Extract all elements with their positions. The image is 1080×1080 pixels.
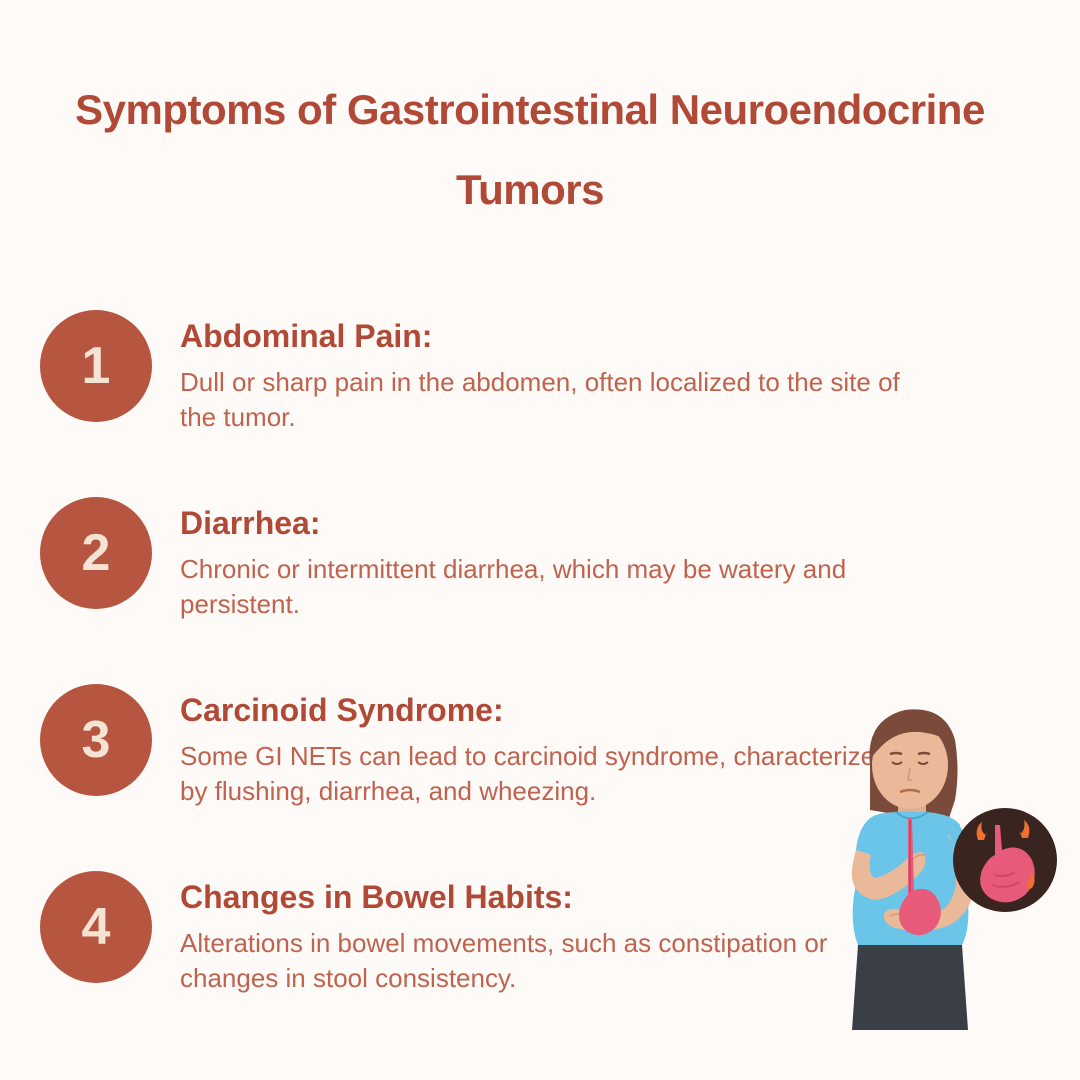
symptom-description: Some GI NETs can lead to carcinoid syndr…: [180, 739, 900, 809]
symptom-title: Diarrhea:: [180, 505, 1020, 542]
number-badge: 3: [40, 684, 152, 796]
number-badge: 2: [40, 497, 152, 609]
symptom-description: Alterations in bowel movements, such as …: [180, 926, 900, 996]
symptom-content: Abdominal Pain: Dull or sharp pain in th…: [180, 310, 1020, 435]
symptom-item: 2 Diarrhea: Chronic or intermittent diar…: [40, 497, 1020, 622]
person-illustration: [800, 700, 1060, 1030]
symptom-title: Abdominal Pain:: [180, 318, 1020, 355]
symptom-description: Chronic or intermittent diarrhea, which …: [180, 552, 900, 622]
stomach-pain-icon: [800, 700, 1060, 1030]
symptom-description: Dull or sharp pain in the abdomen, often…: [180, 365, 900, 435]
symptom-content: Diarrhea: Chronic or intermittent diarrh…: [180, 497, 1020, 622]
number-badge: 1: [40, 310, 152, 422]
page-title: Symptoms of Gastrointestinal Neuroendocr…: [40, 70, 1020, 230]
number-badge: 4: [40, 871, 152, 983]
symptom-item: 1 Abdominal Pain: Dull or sharp pain in …: [40, 310, 1020, 435]
